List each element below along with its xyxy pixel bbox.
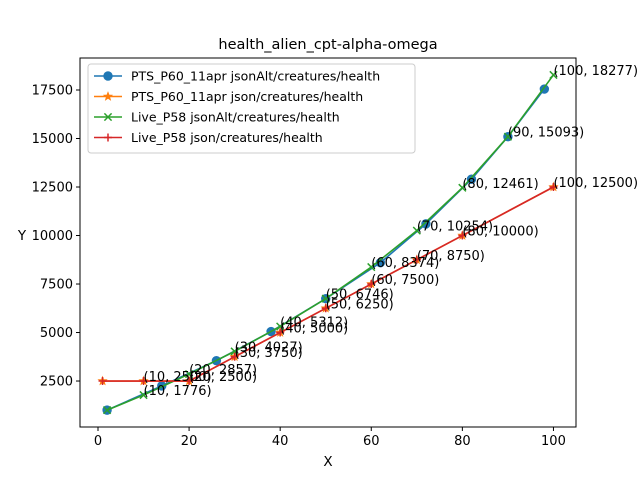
series-point	[230, 352, 239, 361]
series-point	[139, 377, 148, 386]
data-label: (80, 12461)	[462, 177, 538, 192]
y-tick-label: 17500	[32, 84, 73, 99]
legend-label: Live_P58 jsonAlt/creatures/health	[131, 110, 340, 125]
series-point	[412, 226, 421, 235]
data-label: (90, 15093)	[508, 126, 584, 141]
data-label: (60, 7500)	[371, 273, 439, 288]
series-point	[98, 377, 107, 386]
data-label: (70, 8750)	[417, 249, 485, 264]
chart-title: health_alien_cpt-alpha-omega	[218, 37, 437, 53]
legend-marker	[104, 133, 112, 142]
series-point	[139, 390, 148, 400]
data-label: (50, 6250)	[326, 297, 394, 312]
y-tick-label: 12500	[32, 181, 73, 196]
series-point	[367, 262, 376, 272]
series-point	[412, 255, 421, 264]
legend-box	[87, 63, 416, 154]
series-point	[466, 174, 477, 184]
annotations: (10, 1776)(10, 2500)(20, 2857)(20, 2500)…	[144, 64, 638, 399]
series-point	[276, 322, 285, 331]
series-point	[421, 219, 431, 229]
data-label: (20, 2857)	[189, 363, 257, 378]
series-point	[367, 280, 376, 289]
data-label: (80, 10000)	[462, 225, 538, 240]
x-tick-label: 0	[94, 434, 102, 449]
data-label: (100, 12500)	[553, 176, 638, 191]
data-label: (40, 5000)	[280, 322, 348, 337]
legend-marker	[102, 91, 114, 101]
legend-item: PTS_P60_11apr jsonAlt/creatures/health	[94, 69, 380, 84]
series-point	[185, 377, 194, 386]
legend-marker	[103, 112, 113, 122]
y-tick-label: 7500	[40, 278, 73, 293]
legend-item: Live_P58 jsonAlt/creatures/health	[94, 110, 340, 125]
data-label: (50, 6746)	[326, 288, 394, 303]
data-label: (100, 18277)	[553, 64, 638, 79]
y-tick-label: 2500	[40, 375, 73, 390]
y-tick-label: 5000	[40, 326, 73, 341]
series-point	[230, 347, 239, 356]
legend-label: PTS_P60_11apr jsonAlt/creatures/health	[131, 69, 380, 84]
data-label: (20, 2500)	[189, 370, 257, 385]
series-point	[458, 183, 467, 192]
data-label: (60, 8374)	[371, 256, 439, 271]
data-label: (10, 1776)	[144, 384, 212, 399]
data-label: (10, 2500)	[144, 370, 212, 385]
legend: PTS_P60_11apr jsonAlt/creatures/health PT…	[87, 63, 416, 154]
series-point	[321, 294, 330, 303]
series-point	[549, 70, 558, 80]
series-point	[458, 231, 467, 240]
legend-marker	[103, 71, 113, 81]
x-axis: 0 20 40 60 80 100	[94, 427, 566, 449]
series-point	[321, 304, 330, 313]
series-line	[102, 186, 554, 382]
x-tick-label: 40	[272, 434, 289, 449]
data-label: (40, 5312)	[280, 315, 348, 330]
legend-label: Live_P58 json/creatures/health	[131, 130, 323, 145]
x-tick-label: 80	[454, 434, 471, 449]
y-tick-label: 10000	[32, 229, 73, 244]
y-axis: 2500 5000 7500 10000 12500 15000 17500	[32, 84, 80, 390]
x-tick-label: 60	[363, 434, 380, 449]
y-axis-label: Y	[17, 228, 27, 244]
legend-item: PTS_P60_11apr json/creatures/health	[94, 89, 363, 104]
series-point	[184, 369, 194, 379]
data-label: (70, 10254)	[417, 220, 493, 235]
series-point	[276, 328, 285, 337]
plot-area	[97, 70, 559, 415]
x-tick-label: 20	[181, 434, 198, 449]
axes-frame	[79, 57, 577, 428]
series-point	[102, 405, 112, 415]
legend-item: Live_P58 json/creatures/health	[94, 130, 323, 145]
data-label: (30, 3750)	[235, 346, 303, 361]
data-label: (30, 4027)	[235, 340, 303, 355]
x-tick-label: 100	[541, 434, 566, 449]
x-axis-label: X	[323, 454, 332, 470]
series-point	[549, 183, 558, 192]
series-point	[503, 132, 513, 141]
legend-label: PTS_P60_11apr json/creatures/health	[131, 89, 363, 104]
series-4	[98, 183, 558, 386]
y-tick-label: 15000	[32, 132, 73, 147]
